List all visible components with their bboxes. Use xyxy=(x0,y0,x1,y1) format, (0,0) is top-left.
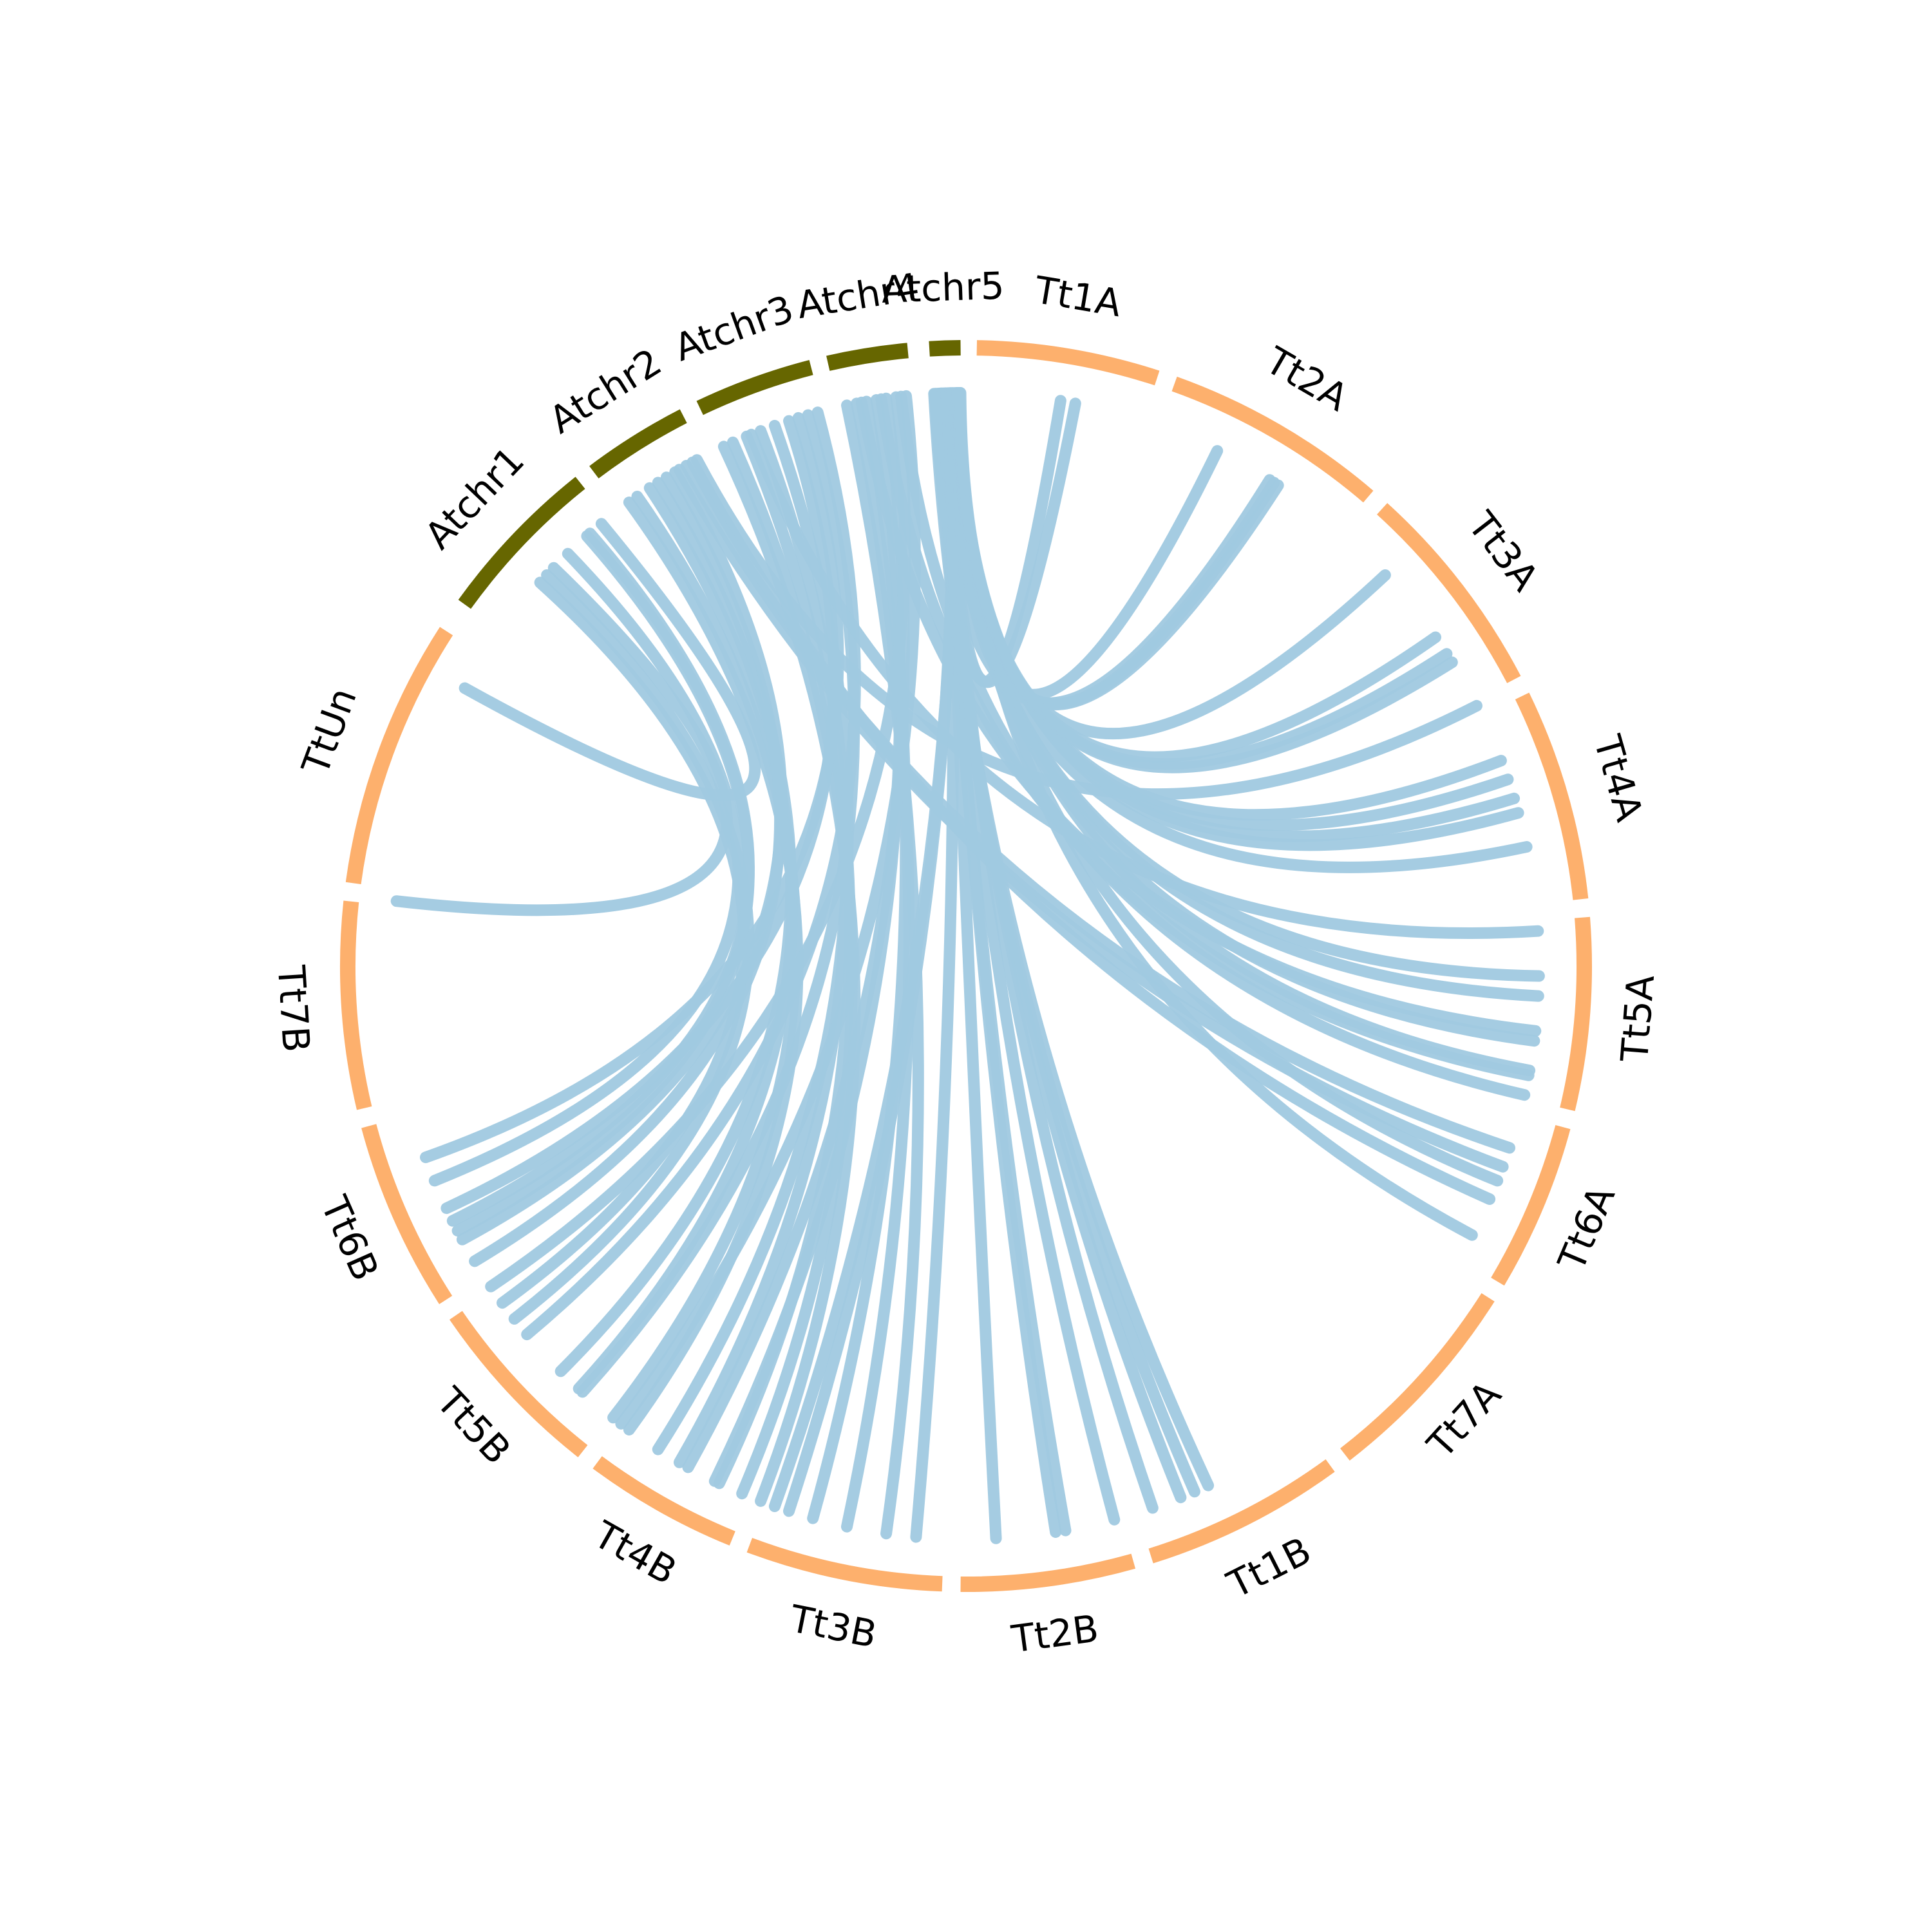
synteny-link xyxy=(459,518,761,801)
chromosome-arc-tt5a xyxy=(1560,916,1592,1112)
chromosome-label-ttun: TtUn xyxy=(293,682,365,781)
synteny-link xyxy=(687,456,1496,1205)
chromosome-label-tt5a: Tt5A xyxy=(1613,973,1663,1064)
chromosome-label-tt5b: Tt5B xyxy=(428,1379,519,1473)
chromosome-label-tt4a: Tt4A xyxy=(1585,730,1651,826)
chromosome-arc-tt1a xyxy=(976,340,1160,386)
chromosome-label-tt3b: Tt3B xyxy=(786,1596,880,1656)
chromosome-arc-atchr4 xyxy=(826,343,909,371)
chromosome-arc-tt7b xyxy=(340,900,372,1110)
chromosome-label-tt1b: Tt1B xyxy=(1220,1528,1318,1607)
synteny-link xyxy=(576,409,860,1398)
chromosome-arc-atchr5 xyxy=(929,340,961,357)
chromosome-arc-tt7a xyxy=(1340,1293,1495,1461)
synteny-link xyxy=(895,390,1531,1101)
chromosome-arc-tt1b xyxy=(1148,1459,1335,1564)
chromosome-arc-ttun xyxy=(345,627,453,885)
chromosome-arc-tt3a xyxy=(1377,503,1521,683)
chromosome-arc-tt2b xyxy=(960,1553,1136,1593)
chromosome-label-atchr3: Atchr3 xyxy=(668,287,799,370)
chromosome-label-tt2b: Tt2B xyxy=(1009,1606,1101,1661)
synteny-link xyxy=(940,387,1159,1514)
chromosome-arc-tt4a xyxy=(1515,692,1589,900)
synteny-link xyxy=(451,530,755,1236)
chromosome-arc-tt3b xyxy=(746,1537,943,1592)
chromosome-label-tt1a: Tt1A xyxy=(1031,268,1124,326)
chromosome-arc-atchr3 xyxy=(696,359,813,415)
chromosome-label-tt7b: Tt7B xyxy=(269,963,318,1054)
chromosome-label-tt7a: Tt7A xyxy=(1419,1372,1510,1466)
synteny-link xyxy=(428,547,744,1187)
chromosome-label-tt3a: Tt3A xyxy=(1459,503,1548,599)
chromosome-label-tt2a: Tt2A xyxy=(1258,338,1356,420)
chromosome-label-tt6b: Tt6B xyxy=(312,1189,388,1287)
synteny-link xyxy=(929,388,1276,709)
chromosome-label-tt6a: Tt6A xyxy=(1549,1179,1624,1277)
chromosome-arc-tt5b xyxy=(449,1311,588,1457)
chromosome-label-atchr5: Atchr5 xyxy=(881,264,1005,312)
synteny-link xyxy=(390,562,733,916)
chromosome-arc-tt2a xyxy=(1171,376,1374,503)
chromosome-arc-tt4b xyxy=(592,1456,735,1546)
synteny-link xyxy=(554,477,797,1378)
synteny-links xyxy=(390,387,1545,1544)
chromosome-arc-atchr2 xyxy=(589,409,687,478)
chromosome-arc-atchr1 xyxy=(458,477,585,609)
synteny-link xyxy=(945,387,1284,711)
chromosome-arc-tt6a xyxy=(1491,1124,1571,1286)
chromosome-arcs xyxy=(340,340,1592,1593)
chromosome-label-tt4b: Tt4B xyxy=(586,1512,684,1593)
chromosome-arc-tt6b xyxy=(361,1124,453,1305)
synteny-link xyxy=(954,387,1441,763)
synteny-link xyxy=(420,412,844,1164)
